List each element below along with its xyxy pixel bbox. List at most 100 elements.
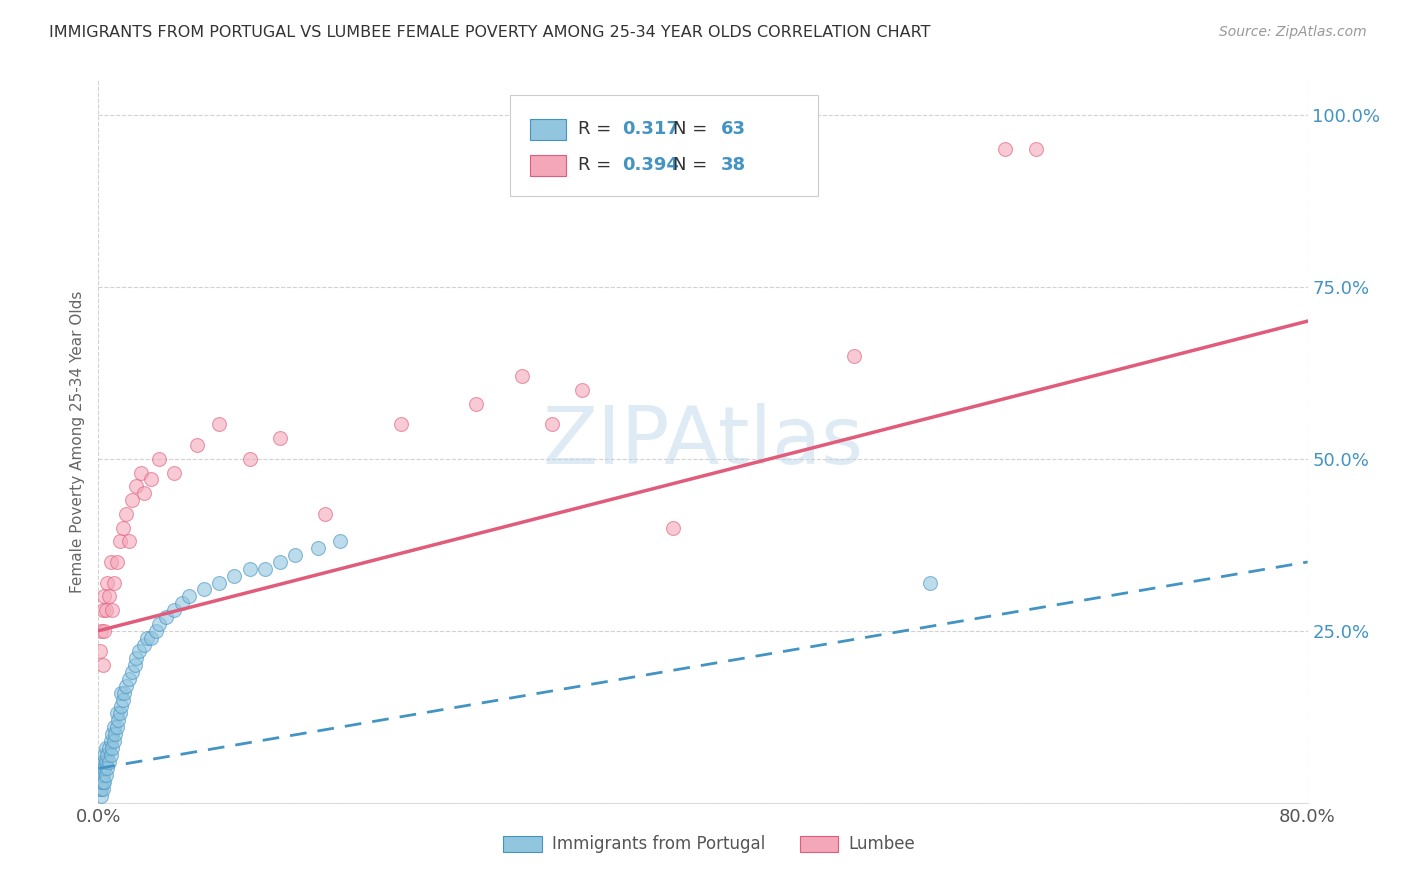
Point	[103, 575, 125, 590]
Point	[145, 624, 167, 638]
Point	[129, 466, 152, 480]
Bar	[503, 836, 543, 852]
Text: N =: N =	[672, 120, 713, 137]
Bar	[800, 836, 838, 852]
FancyBboxPatch shape	[509, 95, 818, 196]
Point	[111, 692, 134, 706]
Point	[96, 747, 118, 762]
Point	[90, 761, 112, 775]
Point	[571, 383, 593, 397]
Point	[94, 603, 117, 617]
Point	[163, 603, 186, 617]
Point	[121, 665, 143, 679]
Point	[170, 596, 193, 610]
Point	[100, 747, 122, 762]
Point	[104, 727, 127, 741]
Point	[90, 624, 112, 638]
Point	[91, 658, 114, 673]
Point	[103, 720, 125, 734]
Point	[105, 706, 128, 721]
Point	[108, 706, 131, 721]
Text: Immigrants from Portugal: Immigrants from Portugal	[551, 835, 765, 853]
Point	[269, 431, 291, 445]
Point	[132, 486, 155, 500]
Text: Source: ZipAtlas.com: Source: ZipAtlas.com	[1219, 25, 1367, 39]
Point	[148, 616, 170, 631]
Point	[89, 644, 111, 658]
Point	[98, 590, 121, 604]
Point	[103, 734, 125, 748]
Point	[96, 761, 118, 775]
Point	[155, 610, 177, 624]
Bar	[530, 154, 567, 177]
Text: ZIPAtlas: ZIPAtlas	[543, 402, 863, 481]
Text: 38: 38	[721, 156, 747, 174]
Point	[94, 755, 117, 769]
Point	[93, 761, 115, 775]
Point	[90, 782, 112, 797]
Point	[208, 417, 231, 432]
Point	[208, 575, 231, 590]
Point	[91, 755, 114, 769]
Point	[101, 603, 124, 617]
Y-axis label: Female Poverty Among 25-34 Year Olds: Female Poverty Among 25-34 Year Olds	[69, 291, 84, 592]
Point	[239, 562, 262, 576]
Point	[224, 568, 246, 582]
Point	[661, 520, 683, 534]
Text: 0.317: 0.317	[621, 120, 679, 137]
Point	[90, 775, 112, 789]
Point	[148, 451, 170, 466]
Point	[465, 397, 488, 411]
Point	[94, 768, 117, 782]
Point	[128, 644, 150, 658]
Point	[114, 679, 136, 693]
Point	[124, 658, 146, 673]
Point	[100, 734, 122, 748]
Point	[111, 520, 134, 534]
Point	[141, 472, 163, 486]
Point	[163, 466, 186, 480]
Point	[186, 438, 208, 452]
Point	[307, 541, 329, 556]
Point	[239, 451, 262, 466]
Point	[91, 603, 114, 617]
Point	[510, 369, 533, 384]
Point	[179, 590, 201, 604]
Point	[93, 775, 115, 789]
Point	[90, 789, 112, 803]
Point	[141, 631, 163, 645]
Point	[101, 727, 124, 741]
Point	[132, 638, 155, 652]
Point	[94, 740, 117, 755]
Point	[269, 555, 291, 569]
Point	[91, 782, 114, 797]
Point	[118, 534, 141, 549]
Point	[329, 534, 352, 549]
Point	[125, 651, 148, 665]
Point	[112, 686, 135, 700]
Point	[193, 582, 215, 597]
Text: R =: R =	[578, 120, 617, 137]
Point	[89, 782, 111, 797]
Point	[98, 755, 121, 769]
Point	[135, 631, 157, 645]
Point	[101, 740, 124, 755]
Point	[89, 768, 111, 782]
Point	[105, 720, 128, 734]
Point	[105, 555, 128, 569]
Text: R =: R =	[578, 156, 617, 174]
Point	[844, 349, 866, 363]
Text: IMMIGRANTS FROM PORTUGAL VS LUMBEE FEMALE POVERTY AMONG 25-34 YEAR OLDS CORRELAT: IMMIGRANTS FROM PORTUGAL VS LUMBEE FEMAL…	[49, 25, 931, 40]
Point	[918, 575, 941, 590]
Point	[110, 686, 132, 700]
Text: Lumbee: Lumbee	[848, 835, 915, 853]
Text: N =: N =	[672, 156, 713, 174]
Text: 0.394: 0.394	[621, 156, 679, 174]
Text: 63: 63	[721, 120, 747, 137]
Point	[91, 775, 114, 789]
Point	[121, 493, 143, 508]
Point	[90, 755, 112, 769]
Point	[93, 624, 115, 638]
Point	[107, 713, 129, 727]
Point	[89, 761, 111, 775]
